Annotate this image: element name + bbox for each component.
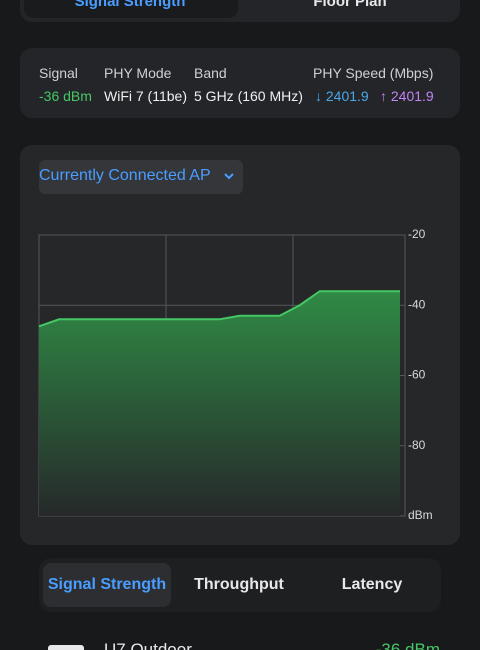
device-icon — [48, 645, 84, 650]
chart: -20 -40 -60 -80 dBm — [38, 227, 433, 522]
top-tabs — [20, 0, 460, 22]
y-tick-label: -60 — [408, 368, 426, 382]
metric-tab[interactable]: Latency — [341, 576, 403, 593]
device-name[interactable]: U7 Outdoor — [104, 640, 192, 650]
info-card — [20, 48, 460, 118]
metric-tab[interactable]: Signal Strength — [47, 576, 167, 593]
signal-value: -36 dBm — [39, 88, 92, 104]
y-tick-label: -20 — [408, 227, 426, 241]
tab-selected-bg — [24, 0, 238, 18]
info-label: Band — [194, 65, 227, 81]
info-label: PHY Speed (Mbps) — [313, 65, 434, 81]
y-tick-label: dBm — [408, 508, 433, 522]
tab[interactable]: Floor Plan — [313, 0, 387, 10]
y-tick-label: -80 — [408, 438, 426, 452]
speed-down: ↓ 2401.9 — [315, 88, 369, 104]
device-signal: -36 dBm — [375, 640, 440, 650]
metric-tab[interactable]: Throughput — [194, 576, 284, 593]
metric-tab-selected-bg — [43, 563, 171, 607]
signal-line — [38, 290, 400, 328]
speed-up: ↑ 2401.9 — [380, 88, 434, 104]
ap-selector[interactable] — [39, 160, 243, 194]
band-value: 5 GHz (160 MHz) — [194, 88, 303, 104]
phy-mode-value: WiFi 7 (11be) — [104, 88, 187, 104]
chevron — [224, 173, 234, 180]
ap-selector-label[interactable]: Currently Connected AP — [39, 167, 211, 184]
tab[interactable]: Signal Strength — [74, 0, 186, 10]
info-label: PHY Mode — [104, 65, 172, 81]
info-label: Signal — [39, 65, 78, 81]
area-fill — [39, 291, 400, 516]
y-tick-label: -40 — [408, 297, 426, 311]
